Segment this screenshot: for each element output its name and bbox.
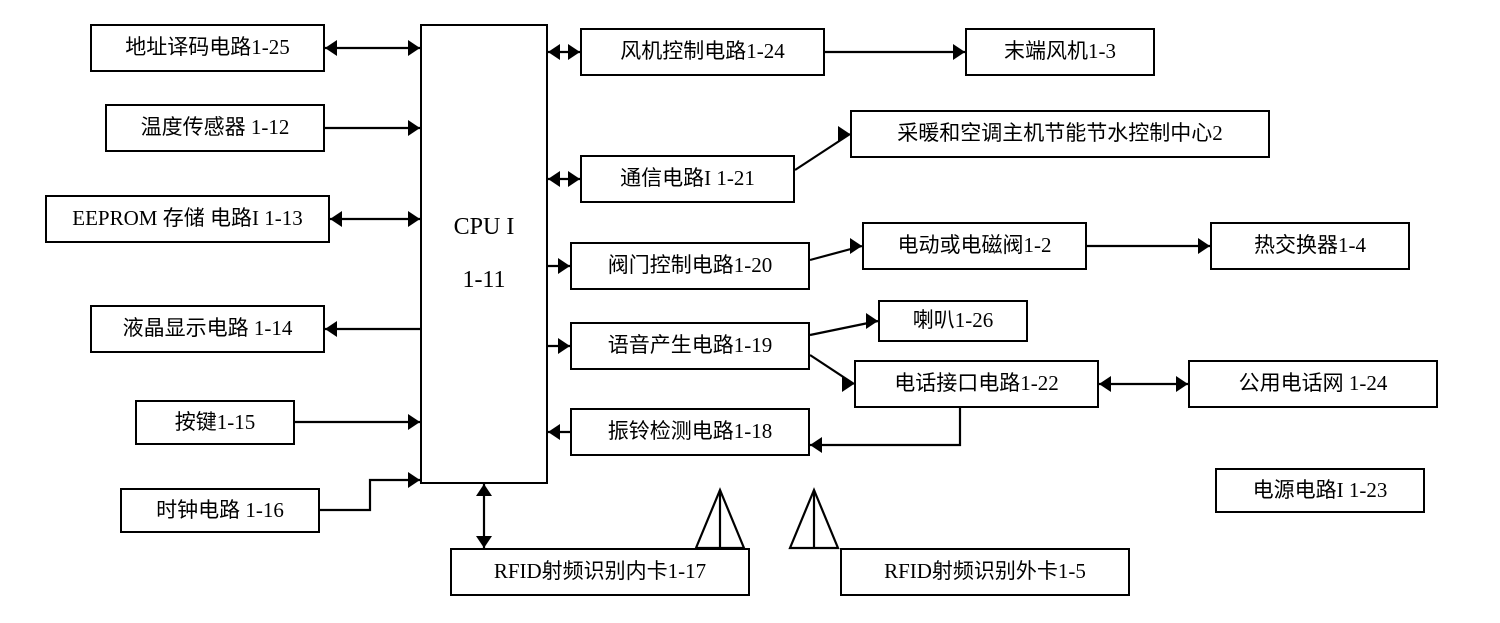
block-valve_ctrl: 阀门控制电路1-20 (570, 242, 810, 290)
block-eeprom: EEPROM 存储 电路I 1-13 (45, 195, 330, 243)
block-comm: 通信电路I 1-21 (580, 155, 795, 203)
block-rfid_in: RFID射频识别内卡1-17 (450, 548, 750, 596)
block-clock: 时钟电路 1-16 (120, 488, 320, 533)
block-heatx: 热交换器1-4 (1210, 222, 1410, 270)
block-voice: 语音产生电路1-19 (570, 322, 810, 370)
block-key: 按键1-15 (135, 400, 295, 445)
block-temp: 温度传感器 1-12 (105, 104, 325, 152)
block-power: 电源电路I 1-23 (1215, 468, 1425, 513)
block-phone_if: 电话接口电路1-22 (854, 360, 1099, 408)
block-lcd: 液晶显示电路 1-14 (90, 305, 325, 353)
block-fan_ctrl: 风机控制电路1-24 (580, 28, 825, 76)
block-end_fan: 末端风机1-3 (965, 28, 1155, 76)
block-rfid_out: RFID射频识别外卡1-5 (840, 548, 1130, 596)
block-center: 采暖和空调主机节能节水控制中心2 (850, 110, 1270, 158)
block-ring: 振铃检测电路1-18 (570, 408, 810, 456)
block-pstn: 公用电话网 1-24 (1188, 360, 1438, 408)
block-diagram: CPU I1-11 地址译码电路1-25 温度传感器 1-12 EEPROM 存储 电… (0, 0, 1500, 623)
block-speaker: 喇叭1-26 (878, 300, 1028, 342)
block-valve: 电动或电磁阀1-2 (862, 222, 1087, 270)
block-cpu: CPU I1-11 (420, 24, 548, 484)
block-addr: 地址译码电路1-25 (90, 24, 325, 72)
